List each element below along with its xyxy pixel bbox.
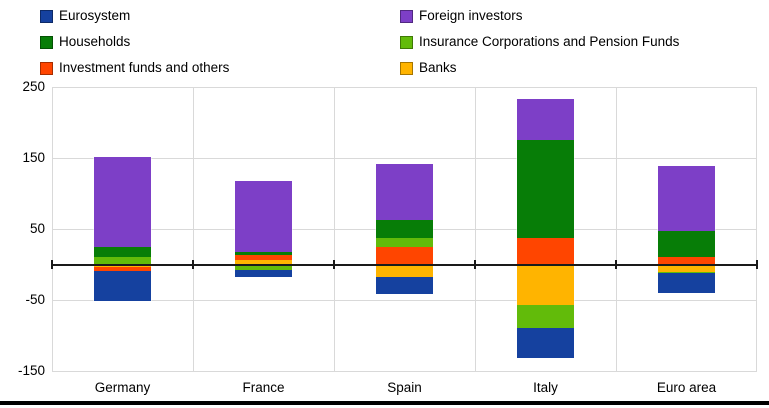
bar-france-insurance-corporations-and-pension-funds	[235, 264, 292, 271]
gridline-h	[52, 299, 757, 301]
gridline-h	[52, 370, 757, 372]
legend-item-banks: Banks	[400, 60, 457, 76]
legend-item-investment-funds: Investment funds and others	[40, 60, 229, 76]
eurosystem-swatch-icon	[40, 9, 53, 23]
bar-france-foreign-investors	[235, 180, 292, 253]
bar-spain-foreign-investors	[376, 164, 433, 220]
y-axis-line	[52, 87, 53, 371]
y-tick-label: 50	[29, 221, 45, 236]
legend-label: Insurance Corporations and Pension Funds	[419, 34, 680, 49]
bar-italy-foreign-investors	[517, 99, 574, 140]
bar-euro-area-households	[658, 231, 715, 257]
gridline-v	[475, 87, 476, 371]
bar-italy-insurance-corporations-and-pension-funds	[517, 304, 574, 329]
gridline-v	[193, 87, 194, 371]
bar-outline-france	[234, 179, 293, 279]
x-category-label-germany: Germany	[94, 380, 151, 395]
bar-france-banks	[235, 259, 292, 265]
foreign-investors-swatch-icon	[400, 9, 413, 23]
bar-outline-italy	[516, 98, 575, 360]
zero-axis-tick	[333, 260, 335, 269]
bar-italy-eurosystem	[517, 328, 574, 359]
bar-spain-eurosystem	[376, 277, 433, 294]
bar-euro-area-foreign-investors	[658, 165, 715, 232]
y-tick-label: 150	[22, 150, 45, 165]
x-category-label-spain: Spain	[387, 380, 422, 395]
zero-axis-tick	[51, 260, 53, 269]
y-tick-label: -150	[17, 363, 45, 378]
bar-spain-households	[376, 219, 433, 239]
bar-france-eurosystem	[235, 270, 292, 278]
bar-italy-investment-funds-and-others	[517, 238, 574, 265]
x-category-label-euro-area: Euro area	[656, 380, 717, 395]
gridline-v	[756, 87, 757, 371]
banks-swatch-icon	[400, 61, 413, 75]
bar-outline-germany	[93, 155, 152, 302]
legend-item-households: Households	[40, 34, 130, 50]
bar-france-households	[235, 252, 292, 256]
bar-outline-spain	[375, 163, 434, 295]
legend-label: Investment funds and others	[59, 60, 230, 75]
legend-item-insurance: Insurance Corporations and Pension Funds	[400, 34, 679, 50]
legend-item-foreign-investors: Foreign investors	[400, 8, 523, 24]
legend-item-eurosystem: Eurosystem	[40, 8, 130, 24]
gridline-v	[334, 87, 335, 371]
bar-euro-area-eurosystem	[658, 272, 715, 293]
legend-label: Foreign investors	[419, 8, 523, 23]
bar-germany-eurosystem	[94, 270, 151, 301]
plot-area	[51, 86, 758, 372]
zero-axis-tick	[192, 260, 194, 269]
bar-euro-area-banks	[658, 264, 715, 272]
legend-label: Eurosystem	[59, 8, 131, 23]
bar-france-investment-funds-and-others	[235, 255, 292, 260]
zero-axis-tick	[474, 260, 476, 269]
bottom-rule	[0, 401, 769, 405]
x-category-label-italy: Italy	[533, 380, 558, 395]
bar-spain-insurance-corporations-and-pension-funds	[376, 238, 433, 247]
bar-germany-banks	[94, 264, 151, 268]
bar-euro-area-investment-funds-and-others	[658, 256, 715, 265]
bar-spain-banks	[376, 264, 433, 278]
investment-funds-swatch-icon	[40, 61, 53, 75]
bar-outline-euro-area	[657, 164, 716, 294]
bar-germany-households	[94, 247, 151, 258]
households-swatch-icon	[40, 35, 53, 49]
legend-label: Households	[59, 34, 131, 49]
legend-label: Banks	[419, 60, 457, 75]
gridline-v	[616, 87, 617, 371]
bar-italy-households	[517, 139, 574, 239]
y-tick-label: -50	[25, 292, 45, 307]
bar-italy-banks	[517, 264, 574, 305]
zero-axis-line	[52, 263, 757, 266]
insurance-swatch-icon	[400, 35, 413, 49]
bar-spain-investment-funds-and-others	[376, 246, 433, 265]
bar-euro-area-insurance-corporations-and-pension-funds	[658, 271, 715, 273]
zero-axis-tick	[756, 260, 758, 269]
bar-germany-insurance-corporations-and-pension-funds	[94, 257, 151, 265]
gridline-h	[52, 86, 757, 88]
gridline-h	[52, 157, 757, 159]
zero-axis-tick	[615, 260, 617, 269]
y-tick-label: 250	[22, 79, 45, 94]
bar-germany-investment-funds-and-others	[94, 267, 151, 271]
bar-germany-foreign-investors	[94, 156, 151, 248]
x-category-label-france: France	[242, 380, 285, 395]
